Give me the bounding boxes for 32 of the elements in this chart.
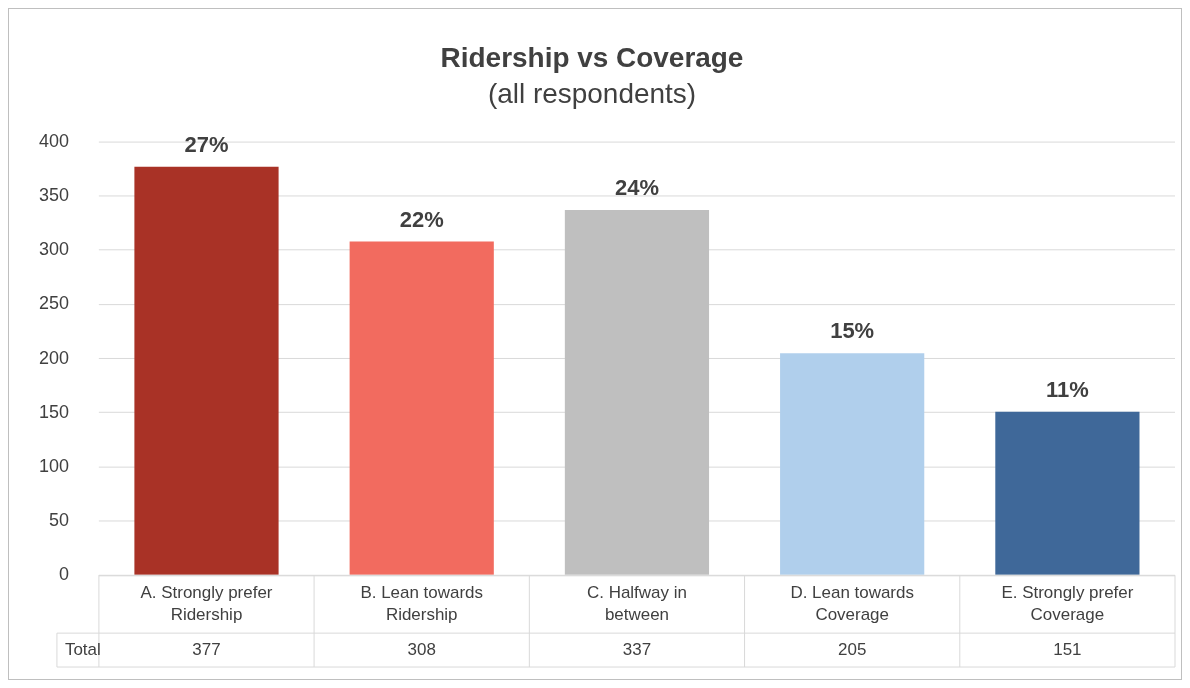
x-tick-label: D. Lean towards Coverage — [790, 582, 914, 624]
annotation: 27% — [184, 131, 229, 157]
y-tick-label: 400 — [38, 130, 69, 151]
bar — [564, 210, 710, 575]
y-tick-label: 0 — [58, 564, 69, 585]
annotation: 22% — [399, 206, 444, 232]
data-label: 205 — [838, 639, 867, 659]
x-tick-label: B. Lean towards Ridership — [360, 582, 484, 624]
y-tick-label: 250 — [38, 293, 69, 314]
y-tick-label: 150 — [38, 401, 69, 422]
x-tick-label: C. Halfway in between — [586, 582, 687, 624]
x-tick-label: E. Strongly prefer Coverage — [1001, 582, 1134, 624]
data-label: 377 — [192, 639, 221, 659]
y-tick-label: 350 — [38, 184, 69, 205]
annotation: 15% — [830, 318, 875, 344]
x-tick-label: A. Strongly prefer Ridership — [140, 582, 273, 624]
y-tick-label: 300 — [38, 239, 69, 260]
text: Total — [64, 639, 101, 659]
data-label: 151 — [1053, 639, 1082, 659]
bar — [134, 166, 279, 575]
data-label: 337 — [622, 639, 652, 659]
annotation: 11% — [1046, 376, 1089, 402]
chart-subtitle: (all respondents) — [487, 77, 697, 109]
chart-title: Ridership vs Coverage — [440, 42, 744, 74]
y-tick-label: 200 — [38, 347, 69, 368]
bar — [349, 241, 494, 575]
annotation: 24% — [614, 175, 659, 201]
y-tick-label: 100 — [38, 455, 69, 476]
data-label: 308 — [407, 639, 436, 659]
bar — [995, 411, 1140, 575]
y-tick-label: 50 — [48, 510, 69, 531]
bar — [780, 353, 925, 575]
